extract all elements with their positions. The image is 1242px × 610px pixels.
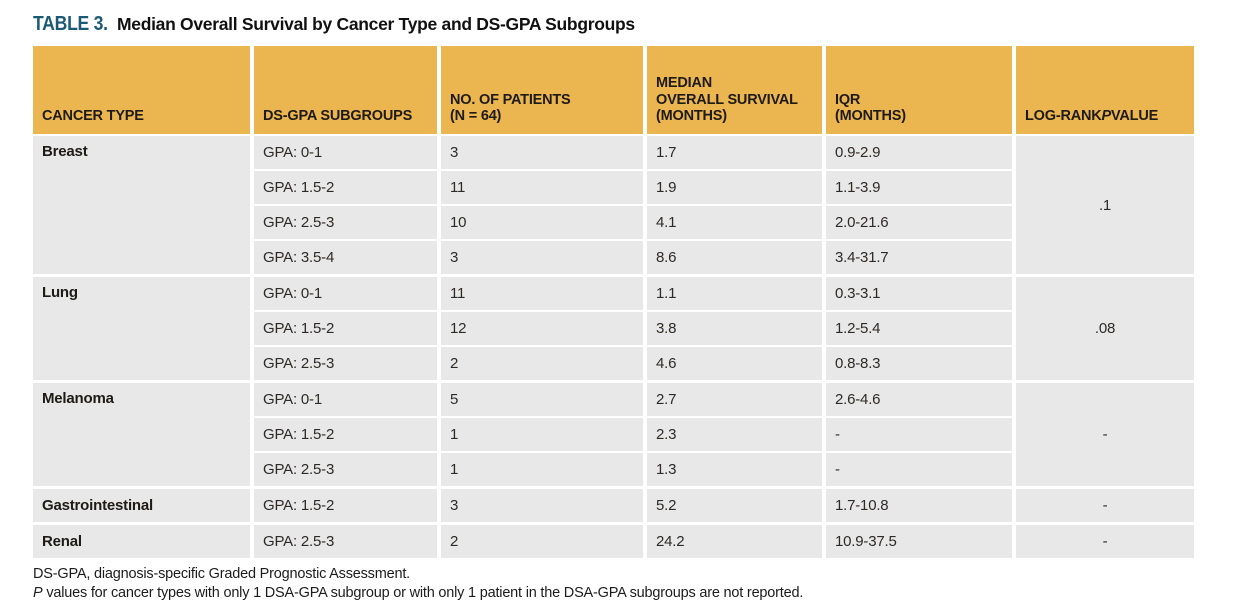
iqr-cell: 2.6-4.6 — [826, 383, 1012, 416]
subgroup-cell: GPA: 2.5-3 — [254, 453, 437, 486]
iqr-cell: - — [826, 453, 1012, 486]
n-cell: 5 — [441, 383, 643, 416]
footnote-p-rest: values for cancer types with only 1 DSA-… — [42, 584, 804, 601]
subgroup-cell: GPA: 2.5-3 — [254, 347, 437, 380]
iqr-cell: 2.0-21.6 — [826, 206, 1012, 239]
group-lung: Lung GPA: 0-1 11 1.1 0.3-3.1 GPA: 1.5-2 … — [33, 277, 1194, 380]
median-cell: 8.6 — [647, 241, 822, 274]
table-number-label: TABLE 3. — [33, 13, 108, 35]
iqr-cell: 3.4-31.7 — [826, 241, 1012, 274]
n-cell: 2 — [441, 347, 643, 380]
median-cell: 1.9 — [647, 171, 822, 204]
n-cell: 12 — [441, 312, 643, 345]
iqr-cell: 1.2-5.4 — [826, 312, 1012, 345]
header-no-of-patients: NO. OF PATIENTS (N = 64) — [441, 46, 643, 134]
n-cell: 11 — [441, 171, 643, 204]
median-cell: 2.7 — [647, 383, 822, 416]
p-value-cell: - — [1016, 383, 1194, 486]
iqr-cell: 0.3-3.1 — [826, 277, 1012, 310]
n-cell: 1 — [441, 453, 643, 486]
iqr-cell: - — [826, 418, 1012, 451]
cancer-type-cell: Melanoma — [33, 383, 250, 486]
group-melanoma: Melanoma GPA: 0-1 5 2.7 2.6-4.6 GPA: 1.5… — [33, 383, 1194, 486]
subgroup-cell: GPA: 0-1 — [254, 277, 437, 310]
cancer-type-cell: Breast — [33, 136, 250, 274]
n-cell: 10 — [441, 206, 643, 239]
header-log-rank-p-value: LOG-RANK P VALUE — [1016, 46, 1194, 134]
iqr-cell: 0.8-8.3 — [826, 347, 1012, 380]
subgroup-cell: GPA: 1.5-2 — [254, 312, 437, 345]
cancer-type-cell: Renal — [33, 525, 250, 558]
subgroup-cell: GPA: 1.5-2 — [254, 418, 437, 451]
cancer-type-cell: Lung — [33, 277, 250, 380]
median-cell: 1.3 — [647, 453, 822, 486]
median-cell: 3.8 — [647, 312, 822, 345]
subgroup-cell: GPA: 1.5-2 — [254, 171, 437, 204]
subgroup-cell: GPA: 2.5-3 — [254, 525, 437, 558]
median-cell: 1.7 — [647, 136, 822, 169]
cancer-type-cell: Gastrointestinal — [33, 489, 250, 522]
iqr-cell: 10.9-37.5 — [826, 525, 1012, 558]
subgroup-cell: GPA: 0-1 — [254, 383, 437, 416]
n-cell: 3 — [441, 136, 643, 169]
footnote-p-italic: P — [33, 584, 43, 601]
footnote-abbreviation: DS-GPA, diagnosis-specific Graded Progno… — [33, 566, 410, 582]
p-value-cell: - — [1016, 525, 1194, 558]
n-cell: 11 — [441, 277, 643, 310]
group-breast: Breast GPA: 0-1 3 1.7 0.9-2.9 GPA: 1.5-2… — [33, 136, 1194, 274]
median-cell: 1.1 — [647, 277, 822, 310]
log-rank-p: P — [1101, 108, 1112, 125]
iqr-cell: 1.7-10.8 — [826, 489, 1012, 522]
n-cell: 2 — [441, 525, 643, 558]
n-cell: 3 — [441, 489, 643, 522]
p-value-cell: .1 — [1016, 136, 1194, 274]
subgroup-cell: GPA: 0-1 — [254, 136, 437, 169]
log-rank-prefix: LOG-RANK — [1025, 108, 1102, 125]
header-cancer-type: CANCER TYPE — [33, 46, 250, 134]
table-header-row: CANCER TYPE DS-GPA SUBGROUPS NO. OF PATI… — [33, 46, 1194, 134]
header-median-overall-survival: MEDIAN OVERALL SURVIVAL (MONTHS) — [647, 46, 822, 134]
p-value-cell: .08 — [1016, 277, 1194, 380]
footnote-p-values: P values for cancer types with only 1 DS… — [33, 584, 1242, 603]
table-footnotes: DS-GPA, diagnosis-specific Graded Progno… — [33, 565, 1242, 602]
median-cell: 24.2 — [647, 525, 822, 558]
header-iqr: IQR (MONTHS) — [826, 46, 1012, 134]
table-title: TABLE 3. Median Overall Survival by Canc… — [33, 13, 1242, 36]
iqr-cell: 0.9-2.9 — [826, 136, 1012, 169]
log-rank-suffix: VALUE — [1111, 108, 1159, 125]
group-gastrointestinal: Gastrointestinal GPA: 1.5-2 3 5.2 1.7-10… — [33, 489, 1194, 522]
subgroup-cell: GPA: 1.5-2 — [254, 489, 437, 522]
subgroup-cell: GPA: 3.5-4 — [254, 241, 437, 274]
survival-table: CANCER TYPE DS-GPA SUBGROUPS NO. OF PATI… — [33, 46, 1194, 558]
median-cell: 4.6 — [647, 347, 822, 380]
n-cell: 3 — [441, 241, 643, 274]
iqr-cell: 1.1-3.9 — [826, 171, 1012, 204]
table-title-text: Median Overall Survival by Cancer Type a… — [117, 14, 635, 34]
group-renal: Renal GPA: 2.5-3 2 24.2 10.9-37.5 - — [33, 525, 1194, 558]
p-value-cell: - — [1016, 489, 1194, 522]
subgroup-cell: GPA: 2.5-3 — [254, 206, 437, 239]
median-cell: 2.3 — [647, 418, 822, 451]
median-cell: 4.1 — [647, 206, 822, 239]
header-ds-gpa-subgroups: DS-GPA SUBGROUPS — [254, 46, 437, 134]
n-cell: 1 — [441, 418, 643, 451]
median-cell: 5.2 — [647, 489, 822, 522]
